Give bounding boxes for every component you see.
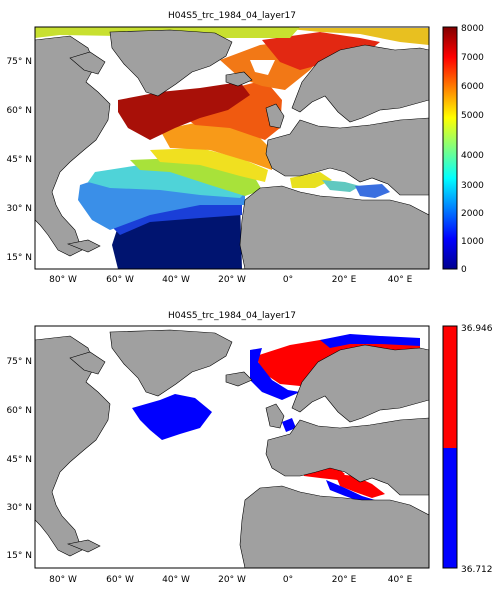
y-ticks: 15° N 30° N 45° N 60° N 75° N	[6, 57, 32, 263]
panel-bottom: H04S5_trc_1984_04_layer17	[6, 311, 492, 585]
land-africa	[239, 485, 429, 568]
land-scandinavia	[291, 344, 429, 423]
region-northeast-low	[320, 334, 420, 348]
region-labrador-low	[132, 394, 212, 440]
x-tick-label: 40° W	[162, 275, 190, 285]
land-british-isles	[265, 403, 285, 429]
map-area	[35, 326, 429, 568]
land-baffin	[69, 51, 106, 75]
land-europe	[265, 117, 429, 196]
y-tick-label: 45° N	[6, 155, 32, 165]
y-tick-label: 75° N	[6, 57, 32, 67]
land-british-isles	[265, 103, 285, 129]
land-caribbean	[66, 539, 101, 553]
land-caribbean	[66, 239, 101, 253]
region-central-cyan	[88, 165, 248, 198]
x-tick-label: 0°	[283, 575, 293, 585]
y-tick-label: 60° N	[6, 406, 32, 416]
region-central-med	[322, 180, 360, 192]
land-iceland	[225, 71, 253, 87]
x-tick-label: 40° E	[388, 275, 413, 285]
colorbar-tick: 0	[461, 265, 467, 275]
x-tick-label: 60° W	[106, 275, 134, 285]
colorbar-low-segment	[443, 448, 457, 568]
colorbar-tick: 5000	[461, 111, 484, 121]
region-north-sea-gap	[250, 60, 275, 75]
y-tick-label: 30° N	[6, 204, 32, 214]
land-north-america	[35, 35, 111, 257]
region-subpolar-darkred	[118, 82, 250, 140]
colorbar-tick: 4000	[461, 151, 484, 161]
colorbar: 36.946 36.712	[442, 324, 493, 575]
y-tick-label: 60° N	[6, 106, 32, 116]
colorbar-gradient	[442, 26, 458, 270]
colorbar-tick: 8000	[461, 24, 484, 34]
land-africa	[239, 185, 429, 269]
x-tick-label: 0°	[283, 275, 293, 285]
x-tick-label: 40° W	[162, 575, 190, 585]
plot-frame	[34, 26, 430, 270]
region-norwegian-red	[262, 32, 380, 70]
chart-title: H04S5_trc_1984_04_layer17	[168, 311, 296, 321]
land-greenland	[109, 29, 233, 97]
x-tick-label: 40° E	[388, 575, 413, 585]
land-north-america	[35, 335, 111, 557]
region-mid-red	[175, 80, 282, 140]
y-tick-label: 15° N	[6, 253, 32, 263]
region-faroe-low	[282, 418, 296, 432]
region-barents-yellow	[280, 28, 429, 45]
region-east-med	[355, 184, 390, 198]
x-tick-label: 20° E	[332, 275, 357, 285]
land	[35, 329, 429, 568]
region-eastern-green	[130, 158, 262, 196]
x-tick-label: 80° W	[49, 575, 77, 585]
y-tick-label: 75° N	[6, 357, 32, 367]
colorbar-tick: 7000	[461, 53, 484, 63]
land	[35, 29, 429, 269]
colorbar-tick: 1000	[461, 237, 484, 247]
x-ticks: 80° W 60° W 40° W 20° W 0° 20° E 40° E	[49, 575, 412, 585]
region-med-low-rim	[326, 480, 375, 502]
colorbar-tick: 3000	[461, 181, 484, 191]
land-europe	[265, 417, 429, 496]
x-tick-label: 20° W	[218, 575, 246, 585]
land-scandinavia	[291, 44, 429, 123]
region-barents-low-rim	[250, 348, 300, 400]
colorbar-tick: 6000	[461, 82, 484, 92]
colorbar-tick: 2000	[461, 209, 484, 219]
land-greenland	[109, 329, 233, 397]
x-tick-label: 60° W	[106, 575, 134, 585]
land-baffin	[69, 351, 106, 375]
panel-top: H04S5_trc_1984_04_layer17	[6, 11, 484, 285]
plot-frame	[34, 325, 430, 569]
x-tick-label: 20° W	[218, 275, 246, 285]
y-ticks: 15° N 30° N 45° N 60° N 75° N	[6, 357, 32, 561]
region-east-med-high	[335, 474, 385, 498]
colorbar: 0 1000 2000 3000 4000 5000 6000 7000 800…	[442, 24, 484, 275]
x-ticks: 80° W 60° W 40° W 20° W 0° 20° E 40° E	[49, 275, 412, 285]
x-tick-label: 80° W	[49, 275, 77, 285]
map-area	[35, 27, 429, 269]
x-tick-label: 20° E	[332, 575, 357, 585]
colorbar-frame	[442, 325, 458, 569]
chart-title: H04S5_trc_1984_04_layer17	[168, 11, 296, 21]
region-midlat-yellow	[150, 148, 268, 182]
y-tick-label: 45° N	[6, 455, 32, 465]
colorbar-tick: 36.946	[461, 324, 493, 334]
y-tick-label: 30° N	[6, 503, 32, 513]
colorbar-high-segment	[443, 326, 457, 448]
y-tick-label: 15° N	[6, 551, 32, 561]
colorbar-tick: 36.712	[461, 565, 493, 575]
land-iceland	[225, 371, 253, 387]
